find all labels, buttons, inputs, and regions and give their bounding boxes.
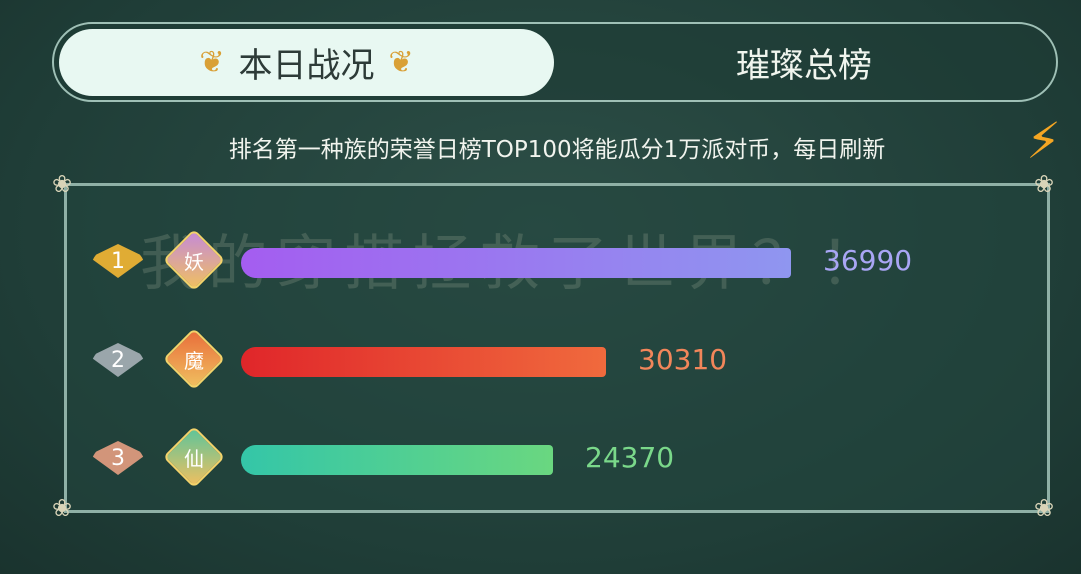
corner-ornament-icon: ❀ bbox=[52, 170, 73, 198]
ranking-row: 2 魔 30310 bbox=[0, 327, 1081, 399]
tab-label: 璀璨总榜 bbox=[736, 46, 872, 86]
race-label: 魔 bbox=[184, 348, 204, 373]
rank-fan-icon: 2 bbox=[90, 343, 146, 377]
rank-number: 3 bbox=[111, 445, 125, 471]
race-label: 妖 bbox=[184, 249, 204, 274]
rank-number: 1 bbox=[111, 248, 125, 274]
corner-ornament-icon: ❀ bbox=[1034, 170, 1055, 198]
rank-fan-icon: 1 bbox=[90, 244, 146, 278]
corner-ornament-icon: ❀ bbox=[52, 494, 73, 522]
subtitle: 排名第一种族的荣誉日榜TOP100将能瓜分1万派对币，每日刷新 bbox=[228, 137, 886, 163]
rank-number: 2 bbox=[111, 347, 125, 373]
tab-daily-battle[interactable]: ❦ 本日战况 ❦ bbox=[59, 29, 554, 96]
tab-bar: ❦ 本日战况 ❦ 璀璨总榜 bbox=[52, 22, 1058, 102]
cloud-ornament-icon: ❦ bbox=[388, 45, 414, 80]
rank-fan-icon: 3 bbox=[90, 441, 146, 475]
race-label: 仙 bbox=[184, 446, 204, 471]
tab-overall-ranking[interactable]: 璀璨总榜 bbox=[654, 29, 954, 96]
corner-ornament-icon: ❀ bbox=[1034, 494, 1055, 522]
score-value: 36990 bbox=[823, 244, 913, 277]
score-value: 30310 bbox=[638, 343, 728, 376]
ranking-row: 1 妖 36990 bbox=[0, 228, 1081, 300]
score-bar bbox=[241, 445, 553, 475]
tab-label: 本日战况 bbox=[238, 46, 375, 86]
score-bar bbox=[241, 347, 606, 377]
score-value: 24370 bbox=[585, 441, 675, 474]
lightning-icon[interactable]: ⚡ bbox=[1026, 112, 1062, 170]
cloud-ornament-icon: ❦ bbox=[199, 45, 225, 80]
ranking-row: 3 仙 24370 bbox=[0, 425, 1081, 497]
score-bar bbox=[241, 248, 791, 278]
